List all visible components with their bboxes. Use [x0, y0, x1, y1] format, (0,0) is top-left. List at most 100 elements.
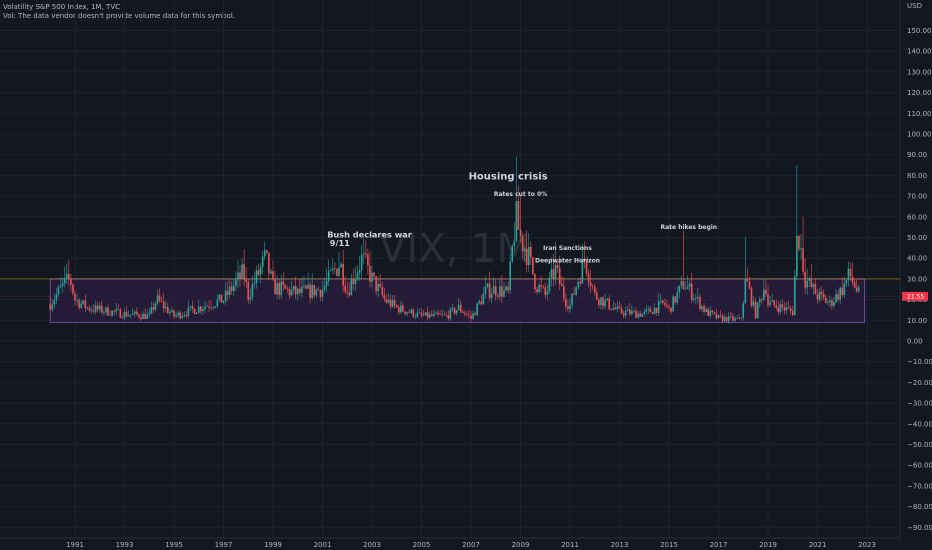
candle-body	[783, 307, 786, 311]
candle-body	[612, 307, 615, 310]
candle-body	[781, 304, 784, 308]
candle-body	[509, 261, 511, 291]
candle-body	[662, 300, 664, 303]
candle-body	[791, 310, 794, 316]
last-price-label: 21.55	[907, 293, 924, 300]
candle-body	[723, 317, 726, 322]
chart-annotation: Deepwater Horizon	[535, 257, 600, 264]
y-tick-label: 30.00	[907, 275, 927, 283]
candle-body	[583, 258, 586, 262]
candle-body	[398, 307, 400, 313]
candle-body	[641, 313, 643, 317]
price-axis[interactable]: 150.00 140.00 130.00 120.00 110.00 100.00 90.0…	[907, 27, 932, 532]
candle-body	[228, 286, 231, 295]
candle-body	[445, 314, 448, 316]
candle-body	[171, 310, 173, 313]
chart-annotation: Rates cut to 0%	[494, 191, 547, 198]
candle-body	[402, 305, 404, 312]
y-tick-label: 60.00	[907, 213, 927, 221]
candle-body	[78, 300, 80, 308]
candle-body	[490, 293, 493, 298]
y-tick-label: 10.00	[907, 317, 927, 325]
candle-body	[637, 313, 639, 318]
y-tick-label: −40.00	[907, 420, 932, 428]
candle-body	[451, 307, 454, 310]
x-tick-label: 2019	[759, 541, 777, 549]
candle-body	[342, 263, 344, 286]
candle-body	[65, 273, 68, 278]
candle-body	[138, 314, 140, 318]
candle-body	[756, 302, 759, 319]
candle-body	[358, 269, 361, 273]
candle-body	[585, 261, 588, 274]
candle-body	[497, 295, 499, 297]
candle-body	[472, 313, 474, 319]
candle-body	[779, 304, 782, 312]
candle-body	[565, 298, 567, 307]
candle-body	[109, 315, 111, 316]
candle-body	[571, 293, 573, 306]
candle-body	[624, 311, 627, 316]
candle-body	[695, 297, 697, 300]
candle-body	[96, 305, 99, 310]
candle-body	[313, 285, 316, 296]
candle-body	[711, 310, 714, 313]
candle-body	[156, 295, 159, 304]
candle-body	[806, 280, 808, 288]
candle-body	[610, 308, 613, 310]
candle-body	[626, 309, 629, 312]
y-tick-label: 120.00	[907, 89, 932, 97]
time-axis[interactable]: 1991 1993 1995 1997 1999 2001 2003 2005 2007 2009…	[66, 541, 876, 549]
candle-body	[303, 286, 305, 288]
candle-body	[730, 316, 732, 317]
candle-body	[678, 285, 681, 293]
candle-body	[274, 279, 276, 295]
candle-body	[812, 284, 815, 287]
candle-body	[443, 314, 445, 316]
candle-body	[408, 312, 410, 314]
candle-body	[249, 297, 252, 300]
candle-body	[457, 304, 460, 310]
candle-body	[237, 272, 239, 280]
y-tick-label: 40.00	[907, 255, 927, 263]
candle-body	[713, 312, 716, 314]
candle-body	[684, 288, 687, 290]
candle-body	[608, 298, 610, 309]
candle-body	[307, 284, 309, 289]
candle-body	[127, 315, 130, 317]
candle-body	[431, 314, 433, 316]
candle-body	[140, 317, 142, 320]
y-tick-label: −30.00	[907, 400, 932, 408]
candle-body	[752, 301, 755, 306]
candle-body	[736, 318, 738, 319]
candle-body	[573, 293, 575, 295]
candle-body	[604, 300, 606, 307]
candle-body	[701, 306, 703, 310]
candle-body	[552, 269, 555, 279]
candle-body	[329, 270, 332, 271]
candle-body	[635, 310, 637, 318]
candle-body	[777, 307, 780, 312]
x-tick-label: 2017	[710, 541, 728, 549]
candle-body	[680, 281, 683, 286]
candle-body	[544, 287, 547, 295]
candle-body	[769, 301, 771, 306]
candle-body	[241, 264, 243, 279]
candle-body	[579, 281, 582, 284]
x-tick-label: 1997	[215, 541, 233, 549]
candle-body	[740, 317, 742, 319]
candle-body	[243, 264, 245, 280]
candle-body	[92, 310, 95, 312]
candle-body	[94, 305, 97, 312]
candle-body	[418, 312, 421, 314]
candle-body	[855, 287, 858, 292]
y-tick-label: −10.00	[907, 358, 932, 366]
candle-body	[210, 307, 212, 309]
candle-body	[808, 278, 811, 281]
candle-body	[292, 286, 295, 290]
candle-body	[272, 271, 274, 280]
candle-body	[829, 300, 831, 303]
candle-body	[847, 268, 850, 280]
